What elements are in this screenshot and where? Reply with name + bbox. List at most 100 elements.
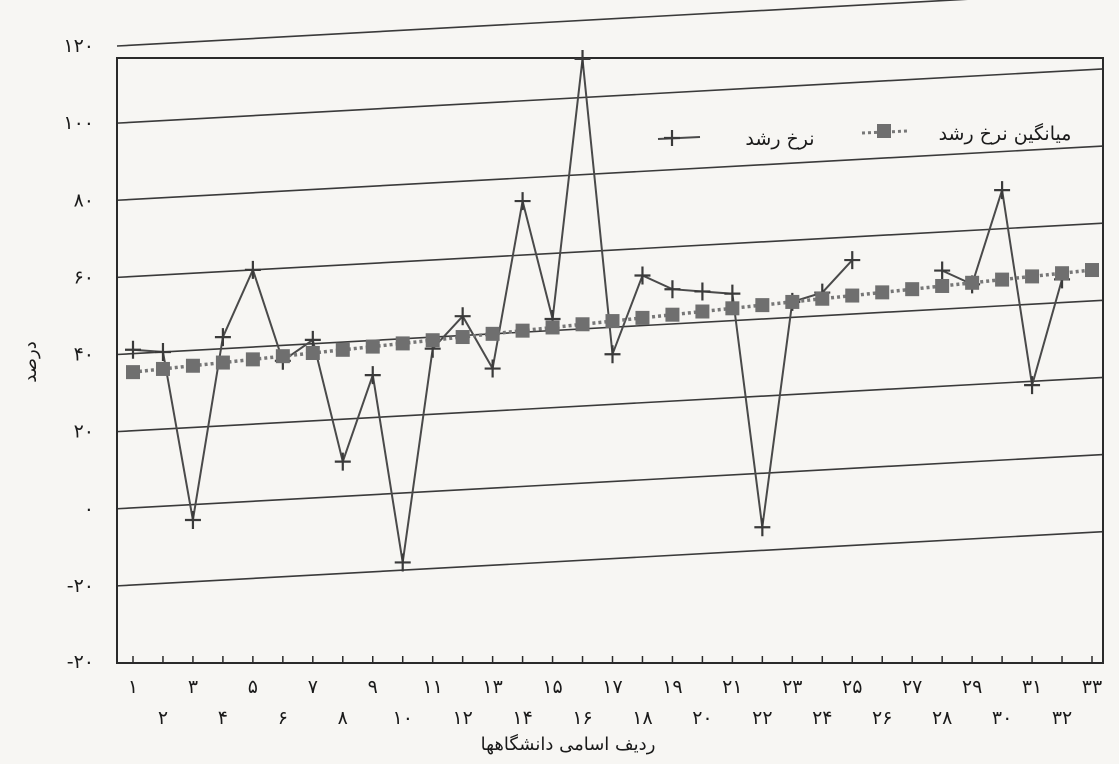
plot-frame bbox=[116, 57, 1104, 664]
x-tick-label: ۲۶ bbox=[872, 707, 892, 729]
x-tick-label: ۷ bbox=[308, 676, 318, 698]
x-tick-label: ۴ bbox=[218, 707, 228, 729]
data-point bbox=[126, 365, 140, 380]
x-tick-label: ۱ bbox=[128, 676, 138, 698]
x-tick-label: ۲۱ bbox=[722, 676, 742, 698]
x-tick-label: ۳۱ bbox=[1022, 676, 1042, 698]
data-point bbox=[545, 320, 560, 335]
x-tick-label: ۸ bbox=[338, 707, 348, 729]
y-tick-label: ۲۰ bbox=[74, 421, 94, 443]
y-tick-label: -۲۰ bbox=[67, 575, 94, 597]
legend-entry-average: میانگین نرخ رشد bbox=[861, 122, 1071, 145]
y-axis-title: درصد bbox=[20, 341, 41, 382]
data-point bbox=[694, 282, 711, 301]
x-tick-label: ۱۵ bbox=[542, 676, 562, 698]
gridline bbox=[116, 376, 1104, 433]
data-point bbox=[335, 342, 350, 357]
x-tick-label: ۲۳ bbox=[782, 676, 802, 698]
gridline bbox=[116, 222, 1104, 279]
data-point bbox=[455, 330, 470, 345]
x-tick-label: ۱۰ bbox=[393, 707, 413, 729]
data-point bbox=[635, 310, 650, 325]
data-point bbox=[1085, 263, 1099, 278]
x-tick-label: ۶ bbox=[278, 707, 288, 729]
data-point bbox=[365, 339, 380, 354]
x-tick-label: ۲ bbox=[158, 707, 168, 729]
gridline bbox=[116, 145, 1104, 202]
data-point bbox=[515, 323, 530, 338]
x-tick-label: ۱۴ bbox=[512, 707, 532, 729]
x-tick-label: ۲۰ bbox=[692, 707, 712, 729]
data-point bbox=[755, 298, 770, 313]
data-point bbox=[845, 288, 860, 303]
grid-lines bbox=[116, 0, 1104, 587]
data-point bbox=[334, 452, 351, 471]
data-point bbox=[215, 355, 230, 370]
data-point bbox=[965, 275, 980, 290]
data-point bbox=[754, 518, 771, 537]
x-tick-label: ۱۷ bbox=[602, 676, 622, 698]
data-point bbox=[275, 349, 290, 364]
data-point bbox=[995, 272, 1010, 287]
y-tick-label: -۲۰ bbox=[67, 651, 94, 673]
gridline bbox=[116, 0, 968, 47]
x-tick-label: ۱۲ bbox=[452, 707, 472, 729]
gridline bbox=[116, 453, 1104, 510]
data-point bbox=[185, 358, 200, 373]
data-point bbox=[244, 260, 261, 279]
legend-plus-icon bbox=[664, 130, 680, 146]
x-tick-label: ۵ bbox=[248, 676, 258, 698]
data-point bbox=[935, 278, 950, 293]
x-tick-label: ۱۹ bbox=[662, 676, 682, 698]
data-point bbox=[815, 291, 830, 306]
data-point bbox=[364, 366, 381, 385]
data-point bbox=[425, 333, 440, 348]
y-tick-label: ۸۰ bbox=[74, 189, 94, 211]
data-point bbox=[905, 282, 920, 297]
x-tick-label: ۱۸ bbox=[632, 707, 652, 729]
legend-line-average bbox=[861, 129, 909, 135]
data-point bbox=[634, 266, 651, 285]
x-tick-label: ۱۳ bbox=[482, 676, 502, 698]
legend-square-icon bbox=[877, 124, 891, 138]
y-tick-label: ۱۰۰ bbox=[63, 112, 94, 134]
y-tick-label: ۴۰ bbox=[74, 344, 94, 366]
data-point bbox=[214, 328, 231, 347]
gridline bbox=[116, 530, 1104, 587]
x-tick-label: ۱۱ bbox=[422, 676, 442, 698]
data-point bbox=[1024, 376, 1041, 395]
legend-label-rate: نرخ رشد bbox=[745, 128, 814, 150]
data-point bbox=[575, 317, 590, 332]
x-tick-label: ۲۷ bbox=[902, 676, 922, 698]
x-tick-label: ۳۳ bbox=[1082, 676, 1102, 698]
data-point bbox=[605, 314, 620, 329]
data-point bbox=[514, 192, 531, 211]
data-point bbox=[454, 307, 471, 326]
data-point bbox=[574, 49, 591, 68]
x-tick-label: ۱۶ bbox=[572, 707, 592, 729]
x-tick-label: ۳ bbox=[188, 676, 198, 698]
data-point bbox=[665, 307, 680, 322]
data-point bbox=[695, 304, 710, 319]
data-point bbox=[664, 280, 681, 299]
data-point bbox=[155, 361, 170, 376]
data-point bbox=[994, 181, 1011, 200]
x-tick-label: ۲۲ bbox=[752, 707, 772, 729]
x-tick-label: ۹ bbox=[368, 676, 378, 698]
data-point bbox=[844, 251, 861, 270]
data-point bbox=[395, 336, 410, 351]
legend-entry-rate: نرخ رشد bbox=[657, 128, 815, 150]
data-point bbox=[154, 342, 171, 361]
series-rate bbox=[125, 49, 1071, 572]
data-point bbox=[785, 294, 800, 309]
data-point bbox=[245, 352, 260, 367]
series-layer bbox=[125, 49, 1099, 572]
data-point bbox=[1025, 269, 1040, 284]
data-point bbox=[485, 326, 500, 341]
y-axis: -۲۰ -۲۰ ۰ ۲۰ ۴۰ ۶۰ ۸۰ ۱۰۰ ۱۲۰ bbox=[63, 35, 94, 673]
data-point bbox=[484, 359, 501, 378]
legend: نرخ رشد میانگین نرخ رشد bbox=[657, 122, 1071, 150]
x-tick-label: ۳۲ bbox=[1052, 707, 1072, 729]
